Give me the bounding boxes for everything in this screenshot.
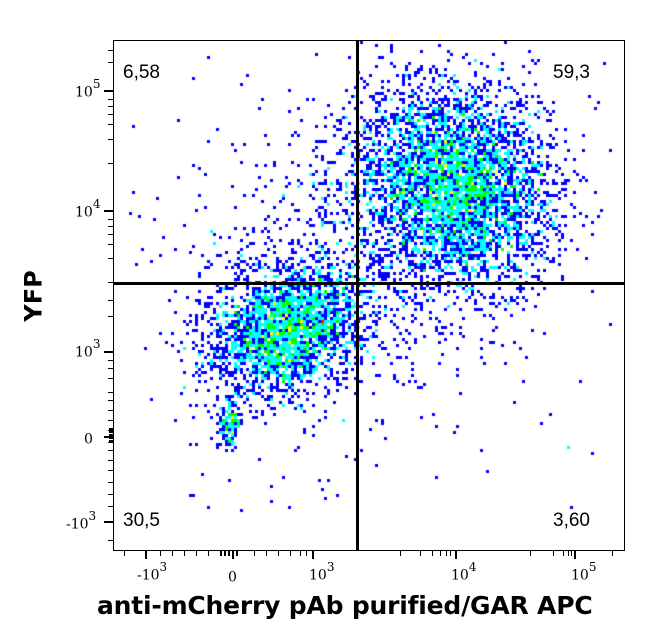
quadrant-upper-right-percent: 59,3 bbox=[553, 62, 590, 83]
scatter-density-area bbox=[114, 41, 624, 550]
plot-frame bbox=[113, 40, 625, 551]
y-tick-label: 105 bbox=[75, 77, 101, 101]
x-tick-label: 105 bbox=[571, 560, 597, 584]
quadrant-lower-right-percent: 3,60 bbox=[553, 510, 590, 531]
x-tick-label: 0 bbox=[228, 569, 237, 586]
y-tick-label: -103 bbox=[66, 509, 97, 533]
quadrant-gate-horizontal-line[interactable] bbox=[113, 282, 625, 285]
x-tick-label: -103 bbox=[137, 560, 168, 584]
quadrant-upper-left-percent: 6,58 bbox=[123, 62, 160, 83]
quadrant-gate-vertical-line[interactable] bbox=[356, 40, 359, 551]
y-axis-label: YFP bbox=[19, 270, 48, 322]
y-tick-label: 0 bbox=[84, 431, 93, 448]
y-tick-label: 103 bbox=[75, 337, 101, 361]
y-tick-label: 104 bbox=[75, 197, 101, 221]
x-tick-label: 104 bbox=[451, 560, 477, 584]
x-axis-label: anti-mCherry pAb purified/GAR APC bbox=[97, 591, 593, 620]
quadrant-lower-left-percent: 30,5 bbox=[123, 510, 160, 531]
x-tick-label: 103 bbox=[309, 560, 335, 584]
